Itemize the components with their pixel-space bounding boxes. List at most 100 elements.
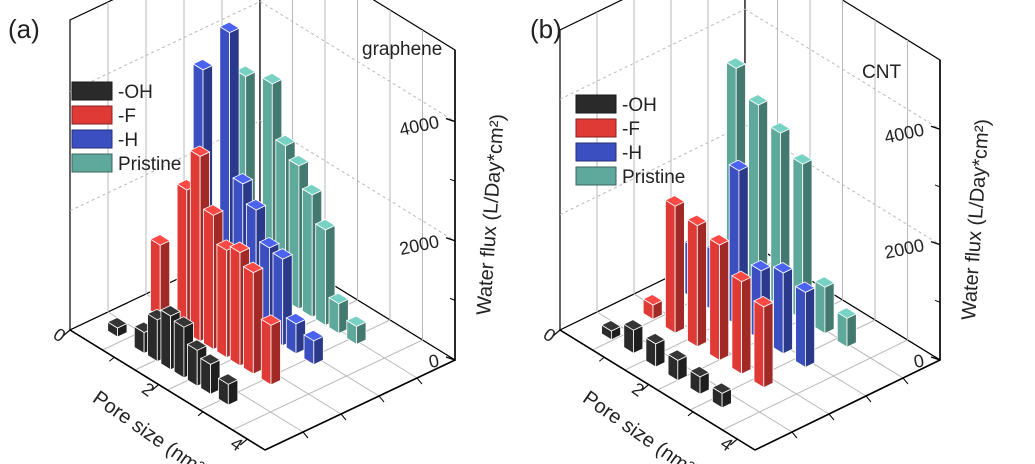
bar-pristine-1.1 [747, 94, 769, 294]
bar-face-top [242, 261, 264, 274]
depth-tick [416, 377, 423, 385]
depth-tick [302, 431, 309, 439]
bar-f-1.6 [686, 214, 708, 348]
bar-face-front [160, 309, 172, 371]
depth-tick [340, 413, 347, 421]
depth-axis-line [264, 359, 456, 451]
bar-face-front [229, 245, 241, 367]
grid-line [559, 124, 746, 216]
bar-face-top [728, 159, 750, 172]
bar-face-side [805, 287, 815, 369]
grid-line [69, 1, 261, 92]
x-tick-label: 2 [628, 379, 648, 401]
x-tick [552, 329, 561, 337]
bar-face-top [245, 199, 267, 211]
bar-f-0.5 [149, 234, 171, 318]
x-minor-tick [687, 411, 694, 417]
bar-face-side [159, 240, 171, 318]
bar-face-front [173, 320, 185, 379]
z-minor-tick [934, 299, 941, 303]
bar-h-3.1 [794, 281, 816, 369]
x-minor-tick [599, 356, 605, 362]
bar-face-top [667, 349, 688, 361]
bar-f-2.6 [731, 270, 752, 375]
bar-face-top [258, 236, 280, 249]
bar-face-top [645, 332, 666, 345]
bar-oh-1.6 [645, 332, 666, 368]
bar-face-top [160, 305, 181, 317]
bar-face-top [794, 281, 816, 293]
bar-pristine-3 [345, 315, 367, 346]
floor-grid-line [722, 339, 908, 431]
x-tick [729, 438, 738, 446]
bar-face-front [709, 238, 720, 362]
bar-face-top [285, 312, 307, 325]
depth-tick [828, 413, 835, 421]
bar-face-front [753, 300, 765, 389]
z-tick [930, 125, 941, 130]
legend-label: -OH [118, 82, 153, 103]
x-axis-line [69, 329, 266, 451]
bar-face-front [187, 343, 198, 387]
bar-face-top [106, 317, 128, 329]
bar-face-front [260, 318, 272, 386]
panel-label: (b) [530, 14, 562, 44]
bar-face-top [202, 204, 224, 216]
bar-face-top [301, 183, 323, 196]
legend-swatch [575, 94, 617, 114]
bar-face-front [315, 223, 326, 327]
bar-face-front [731, 274, 742, 375]
bar-face-top [260, 314, 282, 326]
z-minor-tick [449, 297, 456, 301]
bar-face-top [708, 234, 730, 246]
bar-face-top [229, 241, 251, 253]
bar-face-top [235, 65, 257, 77]
bar-face-front [243, 265, 254, 375]
z-tick [930, 356, 941, 361]
bar-oh-2.6 [199, 353, 221, 395]
bar-face-side [741, 276, 752, 375]
bar-face-top [328, 292, 350, 305]
z-tick [445, 117, 456, 123]
bar-face-top [272, 248, 294, 260]
x-tick-label: 0 [540, 324, 560, 346]
x-tick-label: 2 [138, 379, 158, 401]
bar-face-top [689, 365, 711, 378]
depth-tick [791, 431, 798, 439]
bar-face-top [747, 94, 769, 106]
bar-oh-0.5 [106, 317, 128, 338]
z-axis-label: Water flux (L/Day*cm²) [958, 118, 994, 321]
bar-face-top [750, 259, 772, 272]
bar-face-top [314, 218, 336, 231]
bar-face-side [674, 201, 685, 334]
legend-swatch [71, 81, 113, 101]
bar-face-top [173, 316, 195, 328]
bar-face-top [772, 262, 794, 274]
legend-label: -F [622, 119, 640, 140]
bar-face-top [189, 145, 211, 157]
bar-oh-0.6 [600, 320, 622, 341]
bar-face-top [186, 339, 208, 351]
bar-oh-3.1 [711, 382, 733, 409]
bar-oh-2.1 [667, 349, 688, 382]
bar-pristine-2.3 [314, 218, 336, 327]
bar-face-top [792, 153, 813, 165]
legend-swatch [71, 129, 113, 149]
x-tick [239, 438, 248, 446]
bar-face-top [261, 72, 283, 85]
bar-oh-1.1 [622, 319, 644, 355]
bar-face-top [303, 329, 325, 342]
bar-face-front [665, 199, 676, 334]
bar-face-front [301, 188, 313, 318]
bar-face-top [814, 276, 835, 288]
bar-face-front [189, 149, 201, 343]
bar-face-top [731, 270, 752, 283]
x-tick-label: 4 [227, 433, 247, 455]
depth-tick [902, 377, 909, 385]
bar-f-2.6 [242, 261, 264, 375]
bar-face-top [218, 21, 240, 34]
legend-label: Pristine [118, 154, 181, 175]
bar-f-3.1 [753, 295, 774, 389]
z-tick [930, 240, 941, 246]
